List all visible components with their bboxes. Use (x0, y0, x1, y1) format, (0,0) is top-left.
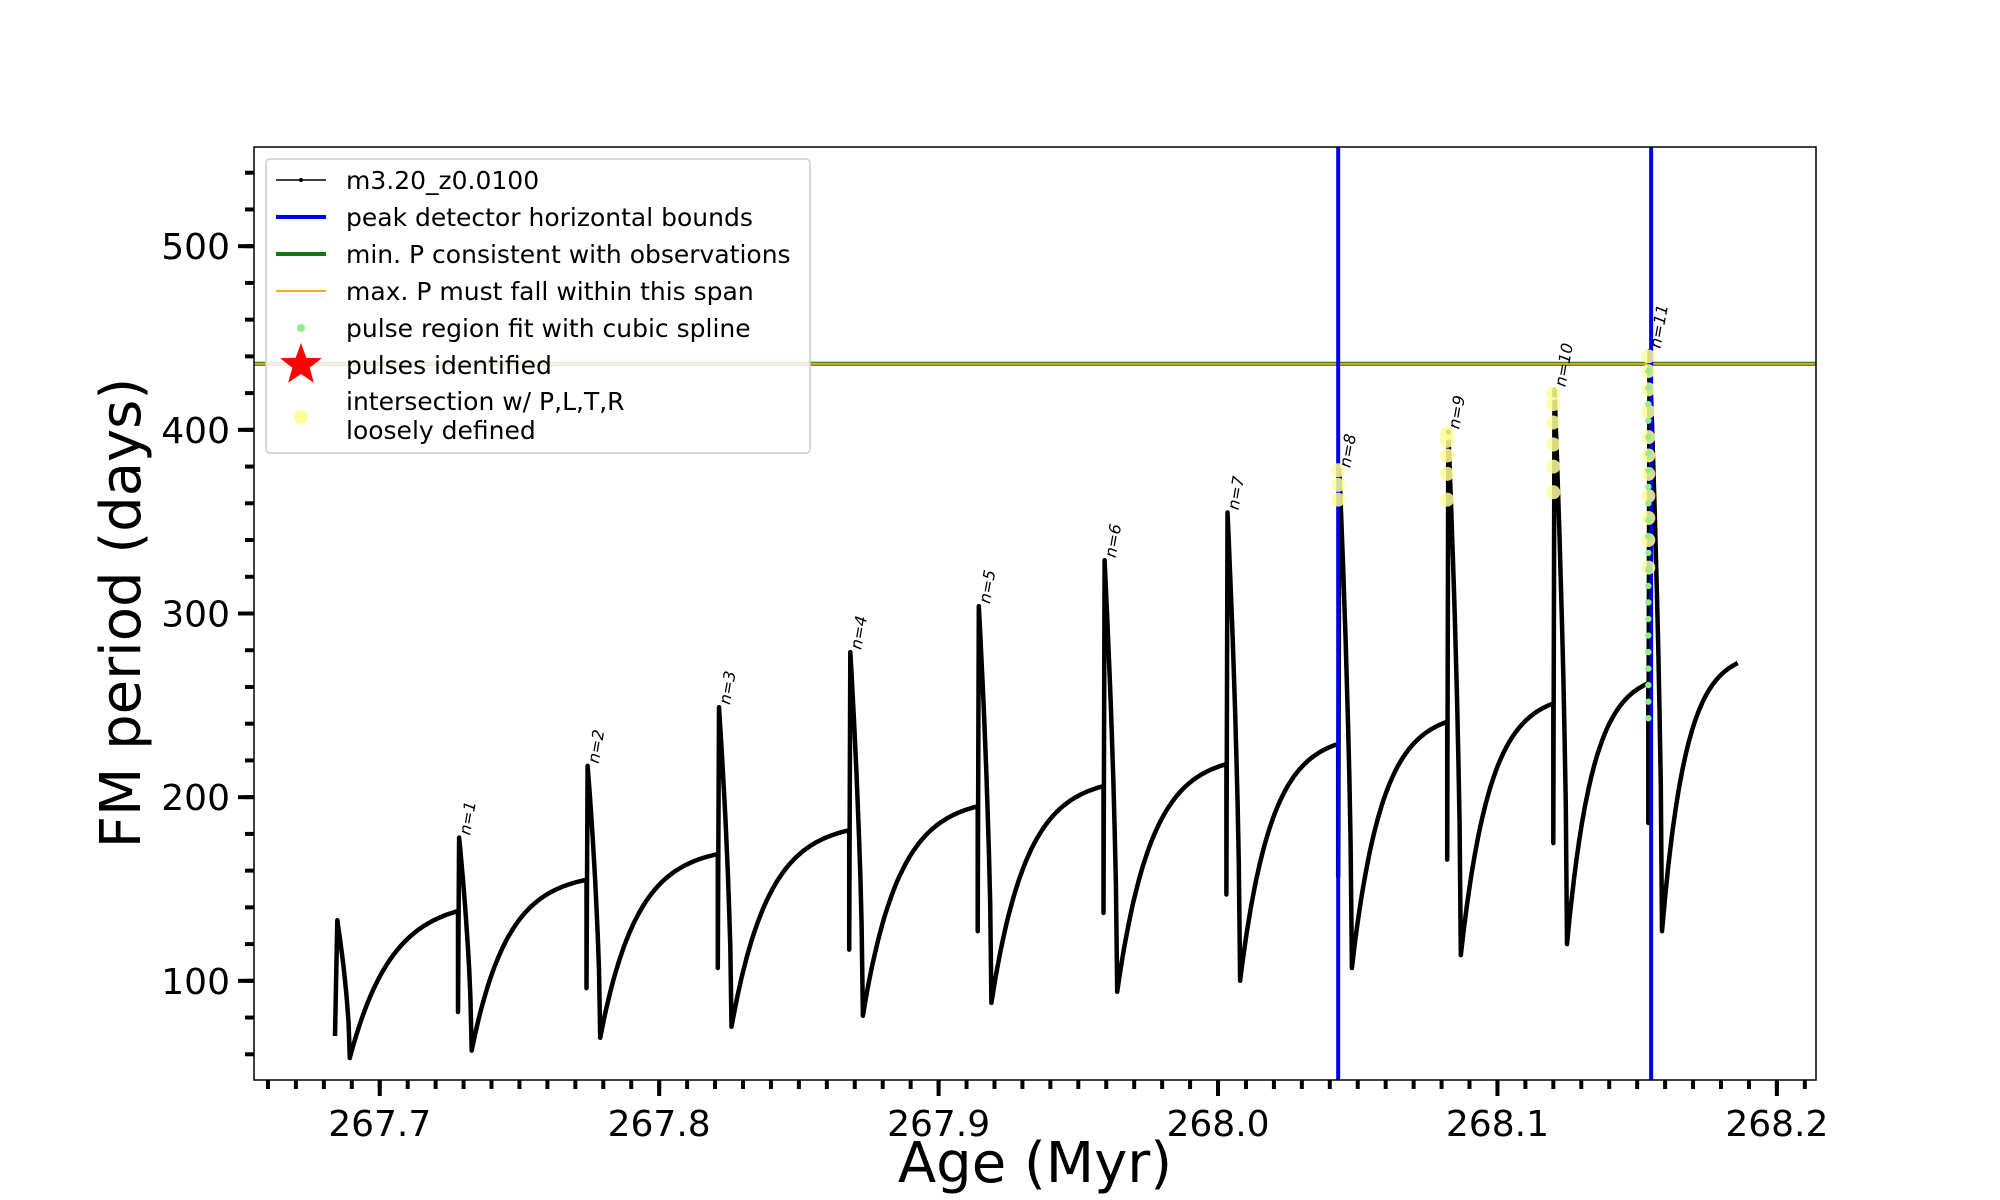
y-tick-label: 500 (161, 227, 230, 268)
spline-point (1645, 549, 1652, 557)
loose-point (1641, 349, 1656, 364)
model-track (332, 348, 1739, 1061)
loose-point (1440, 448, 1455, 463)
spline-point (1645, 615, 1652, 623)
x-tick-label: 268.0 (1166, 1104, 1269, 1145)
spline-point (1645, 714, 1652, 722)
legend-box (265, 158, 811, 454)
spline-point (1645, 367, 1652, 375)
spline-point (1645, 483, 1652, 490)
loose-point (1641, 404, 1656, 419)
x-tick-label: 267.7 (328, 1104, 431, 1145)
loose-points (1331, 349, 1656, 575)
x-axis: 267.7 267.8 267.9 268.0 268.1 268.2 (265, 1080, 1828, 1145)
loose-point (1641, 533, 1656, 548)
legend-label: pulses identified (346, 351, 552, 380)
loose-point (1546, 485, 1561, 500)
y-tick-label: 200 (161, 778, 230, 819)
spline-point (1645, 450, 1652, 457)
spline-point (1645, 516, 1652, 524)
spline-point (1645, 599, 1652, 606)
bound-lines (1336, 147, 1654, 1080)
loose-point (1440, 426, 1455, 441)
legend-label: pulse region fit with cubic spline (346, 314, 751, 343)
x-tick-label: 267.9 (887, 1104, 990, 1145)
x-axis-label: Age (Myr) (898, 1131, 1172, 1196)
y-tick-label: 400 (161, 411, 230, 452)
y-tick-label: 100 (161, 962, 230, 1003)
track-line (332, 348, 1739, 1061)
x-tick-label: 267.8 (608, 1104, 711, 1145)
spline-point (1645, 698, 1652, 705)
legend-label: max. P must fall within this span (346, 277, 754, 306)
loose-point (1546, 437, 1561, 452)
spline-point (1645, 632, 1652, 639)
loose-point (1331, 463, 1346, 478)
y-axis-label: FM period (days) (89, 378, 154, 848)
legend-spline-swatch (297, 324, 305, 332)
legend-label: intersection w/ P,L,T,R loosely defined (346, 387, 625, 445)
loose-point (1440, 492, 1455, 507)
legend-loose-swatch (294, 410, 308, 424)
x-tick-label: 268.2 (1725, 1104, 1828, 1145)
loose-point (1440, 466, 1455, 481)
spline-point (1645, 533, 1652, 540)
spline-point (1645, 417, 1652, 424)
loose-point (1641, 466, 1656, 481)
spline-points (1645, 367, 1652, 722)
loose-point (1546, 386, 1561, 401)
spline-point (1645, 500, 1652, 507)
loose-point (1546, 397, 1561, 412)
spline-point (1645, 384, 1652, 391)
y-axis: 100 200 300 400 500 (161, 170, 254, 1057)
spline-point (1645, 433, 1652, 441)
spline-point (1645, 400, 1652, 408)
legend-label: peak detector horizontal bounds (346, 203, 753, 232)
spline-point (1645, 582, 1652, 590)
loose-point (1546, 415, 1561, 430)
legend-label-line: intersection w/ P,L,T,R (346, 387, 625, 416)
spline-point (1645, 681, 1652, 689)
loose-point (1331, 477, 1346, 492)
legend-label: min. P consistent with observations (346, 240, 791, 269)
legend-track-dot (299, 178, 303, 182)
loose-point (1641, 488, 1656, 503)
x-tick-label: 268.1 (1446, 1104, 1549, 1145)
legend-label-line: loosely defined (346, 416, 536, 445)
spline-point (1645, 566, 1652, 573)
legend-label: m3.20_z0.0100 (346, 166, 539, 195)
spline-point (1645, 665, 1652, 672)
y-tick-label: 300 (161, 595, 230, 636)
spline-point (1645, 467, 1652, 474)
spline-point (1645, 648, 1652, 656)
legend-star-swatch (280, 343, 322, 383)
loose-point (1331, 492, 1346, 507)
loose-point (1546, 459, 1561, 474)
